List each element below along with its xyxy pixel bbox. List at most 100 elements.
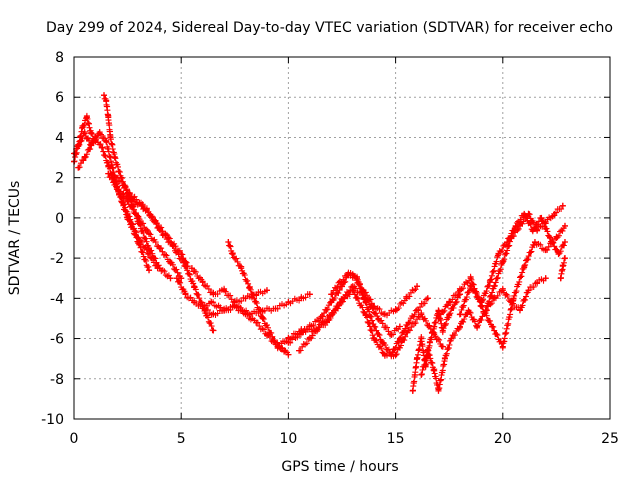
data-point bbox=[274, 343, 281, 350]
data-point bbox=[173, 275, 180, 282]
data-point bbox=[191, 283, 198, 290]
y-axis-title: SDTVAR / TECUs bbox=[7, 181, 23, 296]
data-point bbox=[146, 230, 153, 237]
data-point bbox=[225, 239, 232, 246]
data-point bbox=[354, 275, 361, 282]
y-tick-label: -8 bbox=[50, 372, 64, 388]
data-point bbox=[559, 263, 566, 270]
data-point bbox=[499, 259, 506, 266]
data-point bbox=[146, 245, 153, 252]
data-point bbox=[281, 347, 288, 354]
data-point bbox=[182, 291, 189, 298]
data-point bbox=[109, 164, 116, 171]
x-tick-label: 25 bbox=[601, 431, 619, 447]
x-tick-label: 10 bbox=[279, 431, 297, 447]
data-point bbox=[83, 114, 90, 121]
data-point bbox=[182, 263, 189, 270]
data-point bbox=[345, 271, 352, 278]
data-point bbox=[285, 335, 292, 342]
data-point bbox=[199, 305, 206, 312]
data-point bbox=[431, 323, 438, 330]
data-point bbox=[388, 331, 395, 338]
data-point bbox=[105, 170, 112, 177]
y-tick-label: 2 bbox=[55, 171, 64, 187]
data-point bbox=[336, 279, 343, 286]
data-point bbox=[371, 323, 378, 330]
data-point bbox=[388, 351, 395, 358]
data-point bbox=[328, 291, 335, 298]
data-point bbox=[516, 307, 523, 314]
data-point bbox=[135, 214, 142, 221]
data-point bbox=[75, 142, 82, 149]
data-point bbox=[555, 251, 562, 258]
data-point bbox=[98, 144, 105, 151]
data-point bbox=[298, 327, 305, 334]
data-series bbox=[71, 92, 568, 394]
data-point bbox=[81, 130, 88, 137]
data-point bbox=[542, 275, 549, 282]
data-point bbox=[107, 134, 114, 141]
y-tick-label: -4 bbox=[50, 291, 64, 307]
data-point bbox=[306, 335, 313, 342]
data-point bbox=[111, 154, 118, 161]
series-track-21 bbox=[557, 255, 568, 282]
data-point bbox=[546, 235, 553, 241]
data-point bbox=[210, 291, 217, 298]
data-point bbox=[409, 387, 416, 394]
data-point bbox=[259, 307, 266, 314]
data-point bbox=[431, 367, 438, 374]
data-point bbox=[396, 323, 403, 330]
data-point bbox=[362, 299, 369, 306]
y-tick-label: 6 bbox=[55, 90, 64, 106]
data-point bbox=[253, 319, 260, 326]
data-point bbox=[561, 239, 568, 246]
data-point bbox=[332, 307, 339, 314]
data-point bbox=[191, 299, 198, 306]
data-point bbox=[371, 335, 378, 342]
y-tick-label: -6 bbox=[50, 332, 64, 348]
data-point bbox=[210, 327, 217, 334]
series-track-20 bbox=[482, 275, 549, 314]
data-point bbox=[456, 323, 463, 330]
data-point bbox=[131, 198, 138, 205]
series-track-19 bbox=[456, 210, 568, 318]
data-point bbox=[424, 347, 431, 354]
data-point bbox=[396, 335, 403, 342]
data-point bbox=[446, 299, 453, 306]
data-point bbox=[167, 275, 174, 282]
data-point bbox=[392, 307, 399, 314]
data-point bbox=[188, 265, 195, 272]
data-point bbox=[79, 124, 86, 131]
data-point bbox=[75, 164, 82, 171]
series-track-16 bbox=[409, 291, 463, 394]
data-point bbox=[231, 303, 238, 310]
data-point bbox=[238, 265, 245, 272]
data-point bbox=[467, 275, 474, 282]
data-point bbox=[263, 287, 270, 294]
data-point bbox=[103, 138, 110, 145]
data-point bbox=[529, 226, 536, 233]
y-tick-label: 8 bbox=[55, 50, 64, 66]
x-axis-title: GPS time / hours bbox=[281, 459, 398, 475]
series-track-7 bbox=[120, 190, 217, 334]
data-point bbox=[167, 259, 174, 266]
data-point bbox=[221, 307, 228, 314]
data-point bbox=[495, 251, 502, 258]
data-point bbox=[375, 315, 382, 322]
data-point bbox=[381, 311, 388, 318]
data-point bbox=[105, 114, 112, 121]
data-point bbox=[414, 283, 421, 290]
data-point bbox=[538, 214, 545, 221]
data-point bbox=[414, 355, 421, 362]
data-point bbox=[156, 245, 163, 252]
data-point bbox=[424, 295, 431, 302]
data-point bbox=[88, 130, 95, 137]
data-point bbox=[441, 355, 448, 362]
series-track-9 bbox=[188, 265, 270, 306]
data-point bbox=[435, 307, 442, 314]
data-point bbox=[124, 214, 131, 221]
data-point bbox=[263, 331, 270, 338]
data-point bbox=[120, 190, 127, 197]
data-point bbox=[456, 311, 463, 318]
